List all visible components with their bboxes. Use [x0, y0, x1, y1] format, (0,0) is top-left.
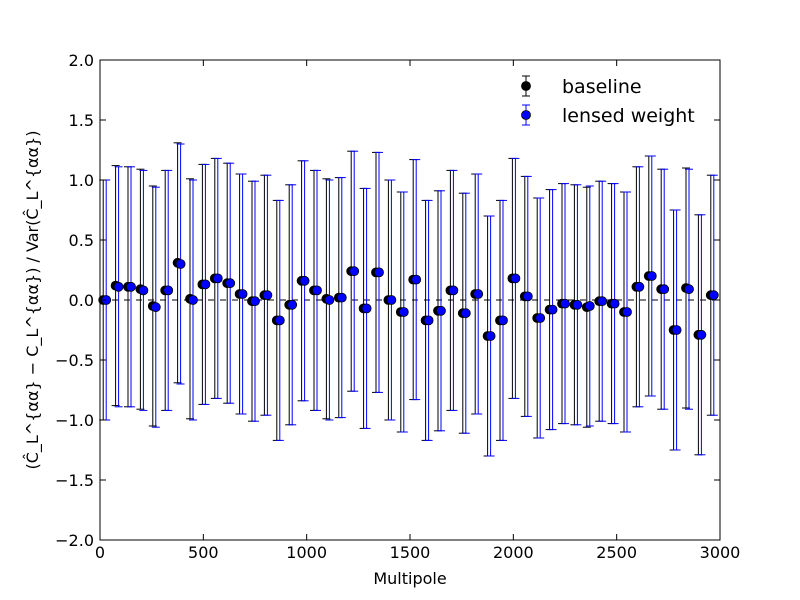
legend: baseline lensed weight: [521, 75, 695, 127]
x-tick-label: 1500: [390, 543, 431, 562]
data-point: [473, 289, 484, 299]
y-tick-label: −1.0: [55, 411, 94, 430]
data-point: [684, 284, 694, 295]
data-point: [560, 298, 570, 309]
data-point: [634, 281, 645, 292]
x-tick-label: 3000: [700, 543, 741, 562]
data-point: [212, 273, 223, 284]
data-point: [436, 305, 446, 316]
data-point: [113, 281, 124, 292]
data-point: [188, 295, 198, 305]
data-point: [622, 307, 632, 317]
data-point: [386, 295, 397, 305]
y-tick-label: −2.0: [55, 531, 94, 550]
data-point: [274, 315, 285, 326]
data-point: [547, 304, 558, 315]
data-point: [361, 303, 372, 314]
x-tick-label: 0: [95, 543, 105, 562]
data-point: [584, 301, 595, 311]
data-point: [609, 298, 620, 309]
data-point: [225, 278, 236, 289]
legend-marker: [521, 81, 531, 91]
series-layer: [98, 142, 719, 457]
data-point: [299, 275, 310, 286]
legend-label: lensed weight: [562, 105, 695, 127]
legend-marker: [521, 110, 531, 120]
data-point: [708, 290, 719, 301]
data-point: [138, 285, 149, 296]
data-point: [175, 259, 186, 269]
data-point: [423, 315, 434, 326]
data-point: [312, 285, 322, 296]
data-point: [659, 284, 670, 295]
data-point: [498, 315, 508, 326]
legend-label: baseline: [562, 76, 642, 98]
data-point: [374, 267, 384, 278]
data-point: [262, 290, 273, 301]
tick-layer: 0 500 1000 1500 2000 2500 3000 2.0 1.5 1.0 0.5 0.0 −…: [55, 51, 740, 562]
data-point: [336, 292, 347, 303]
y-tick-label: 0.0: [69, 291, 94, 310]
data-point: [646, 271, 657, 281]
data-point: [535, 313, 546, 323]
data-point: [250, 296, 260, 307]
x-axis-label: Multipole: [373, 569, 446, 588]
x-tick-label: 500: [188, 543, 219, 562]
series-lensed-weight: [101, 143, 719, 457]
data-point: [671, 325, 682, 335]
data-point: [485, 331, 496, 341]
y-tick-label: 1.0: [69, 171, 94, 190]
data-point: [411, 274, 422, 285]
data-point: [163, 285, 174, 296]
data-point: [448, 285, 459, 296]
data-point: [522, 291, 533, 302]
x-tick-label: 1000: [286, 543, 327, 562]
data-point: [200, 279, 211, 290]
y-tick-label: 0.5: [69, 231, 94, 250]
x-tick-label: 2000: [493, 543, 534, 562]
data-point: [572, 299, 583, 310]
data-point: [237, 289, 248, 299]
data-point: [398, 307, 409, 317]
y-tick-label: 1.5: [69, 111, 94, 130]
y-tick-label: −1.5: [55, 471, 94, 490]
data-point: [126, 281, 136, 292]
data-point: [696, 329, 707, 340]
y-axis-label: (Ĉ_L^{αα} − C_L^{αα}) / Var(Ĉ_L^{αα}): [23, 130, 43, 469]
data-point: [349, 266, 360, 277]
data-point: [510, 273, 521, 284]
data-point: [150, 302, 161, 313]
y-tick-label: 2.0: [69, 51, 94, 70]
x-tick-label: 2500: [596, 543, 637, 562]
data-point: [460, 308, 471, 319]
y-tick-label: −0.5: [55, 351, 94, 370]
data-point: [597, 296, 608, 307]
data-point: [287, 299, 298, 310]
data-point: [324, 295, 335, 305]
